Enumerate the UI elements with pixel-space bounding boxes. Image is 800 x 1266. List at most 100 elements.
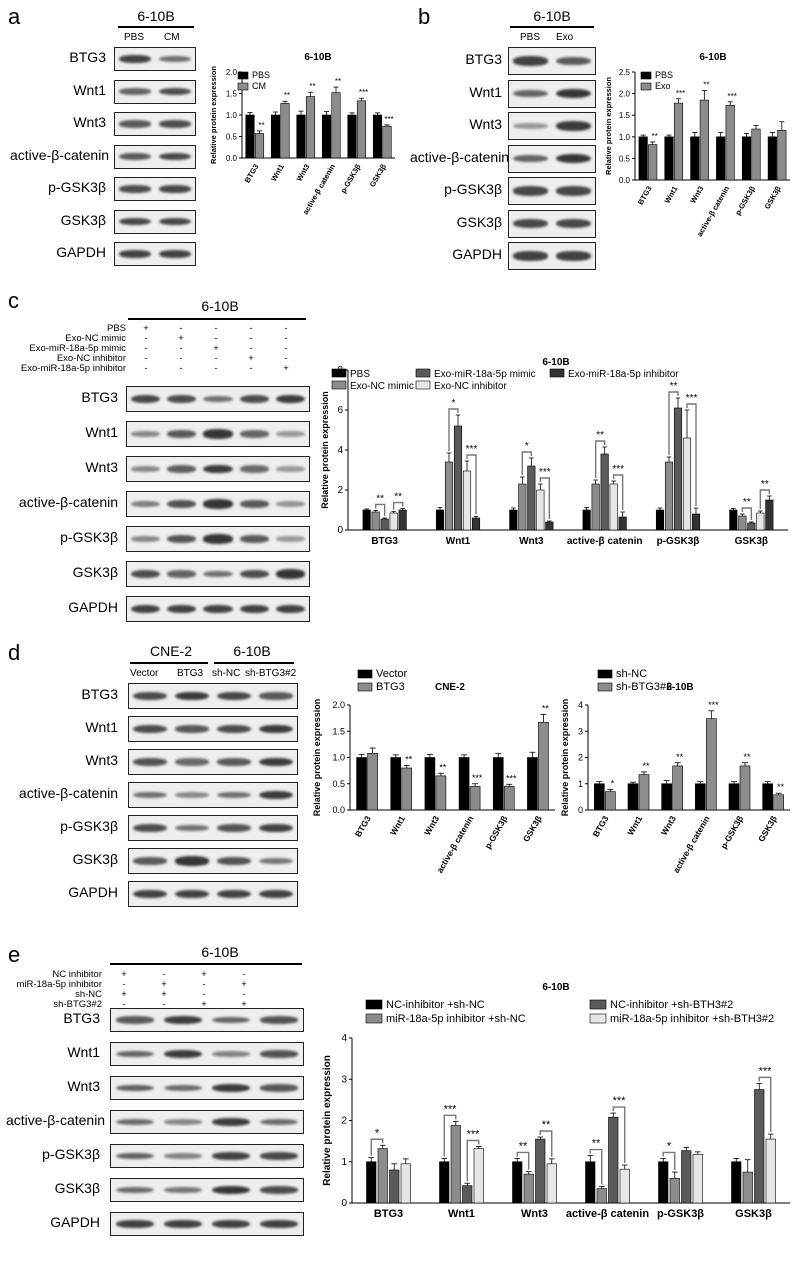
blot-a-lane-label-0: PBS	[124, 32, 145, 43]
condition-sign: -	[144, 363, 148, 374]
significance-bracket	[448, 408, 459, 451]
legend-swatch	[357, 682, 373, 692]
significance-bracket	[539, 477, 551, 519]
blot-band	[276, 501, 306, 507]
y-tick-label: 4	[341, 1033, 347, 1044]
condition-sign: -	[284, 353, 288, 364]
blot-row-label: Wnt3	[85, 459, 118, 475]
blot-strip	[126, 421, 310, 447]
blot-band	[556, 56, 591, 66]
blot-row-label: Wnt1	[67, 1044, 100, 1060]
condition-sign: -	[202, 979, 206, 990]
condition-sign: +	[201, 999, 207, 1010]
blot-band	[259, 1118, 299, 1126]
blot-strip	[114, 144, 196, 169]
x-tick-label: Wnt3	[688, 185, 705, 205]
significance-label: **	[676, 752, 684, 762]
bar	[305, 96, 316, 159]
y-tick-label: 6	[337, 405, 343, 416]
bar	[672, 765, 683, 811]
blot-band	[259, 724, 293, 734]
blot-band	[239, 604, 269, 614]
blot-row-label: BTG3	[63, 1010, 100, 1026]
condition-sign: +	[161, 989, 167, 1000]
blot-row-label: GSK3β	[72, 851, 118, 867]
significance-label: **	[309, 82, 315, 91]
y-axis-label: Relative protein expression	[312, 699, 322, 817]
condition-label: sh-NC	[75, 989, 102, 1000]
significance-label: ***	[472, 773, 483, 783]
significance-label: **	[777, 782, 785, 792]
significance-label: **	[542, 1119, 551, 1131]
significance-label: ***	[506, 773, 517, 783]
blot-row-label: Wnt3	[85, 752, 118, 768]
legend-swatch	[597, 669, 613, 679]
condition-sign: -	[284, 333, 288, 344]
blot-b-lane-label-0: PBS	[520, 32, 541, 43]
significance-bracket	[759, 489, 771, 509]
blot-band	[513, 123, 548, 129]
blot-band	[211, 1117, 251, 1127]
panel-letter-b: b	[418, 4, 431, 29]
blot-row-label: GAPDH	[452, 246, 502, 262]
blot-band	[163, 1186, 203, 1194]
blot-band	[175, 824, 209, 832]
blot-band	[556, 153, 591, 164]
blot-band	[115, 1152, 155, 1160]
blot-band	[259, 857, 293, 865]
blot-band	[203, 395, 233, 403]
blot-band	[159, 217, 191, 226]
blot-band	[159, 249, 191, 258]
legend-swatch	[415, 368, 431, 378]
bar	[347, 114, 357, 159]
bar	[527, 757, 538, 811]
blot-strip	[508, 177, 596, 205]
bar	[331, 92, 341, 159]
blot-strip	[128, 782, 298, 808]
significance-label: **	[542, 703, 550, 713]
condition-sign: +	[213, 343, 219, 354]
blot-band	[259, 889, 293, 899]
condition-sign: -	[214, 353, 218, 364]
x-tick-label: Wnt3	[521, 1208, 548, 1220]
blot-band	[133, 757, 167, 767]
x-tick-label: Wnt3	[295, 163, 312, 183]
bar	[538, 722, 549, 811]
condition-sign: -	[122, 999, 126, 1010]
significance-label: ***	[708, 700, 719, 710]
blot-c-group-header: 6-10B	[201, 298, 239, 314]
blot-d-group-header-1: 6-10B	[233, 643, 271, 659]
legend-swatch	[640, 71, 652, 80]
blot-band	[167, 430, 197, 438]
blot-band	[513, 154, 548, 163]
bar	[661, 783, 672, 811]
bar	[356, 100, 367, 159]
bar	[389, 1169, 400, 1204]
y-tick-label: 0	[341, 1198, 347, 1209]
y-tick-label: 2	[337, 485, 343, 496]
bar	[762, 783, 773, 811]
blot-strip	[128, 683, 298, 709]
blot-d-lane-label-1: BTG3	[177, 668, 204, 679]
significance-bracket	[539, 1130, 553, 1157]
x-tick-label: p-GSK3β	[657, 1208, 704, 1220]
significance-bracket	[668, 391, 679, 455]
x-tick-label: p-GSK3β	[339, 162, 363, 195]
blot-band	[259, 790, 293, 800]
blot-band	[119, 54, 151, 63]
significance-label: **	[703, 81, 709, 90]
condition-sign: -	[179, 363, 183, 374]
blot-band	[119, 185, 151, 193]
bar	[545, 521, 554, 531]
x-tick-label: BTG3	[636, 185, 654, 207]
x-tick-label: Wnt3	[659, 814, 678, 837]
significance-bracket	[662, 1151, 676, 1171]
condition-label: Exo-NC inhibitor	[56, 353, 126, 364]
blot-band	[239, 430, 269, 438]
condition-sign: -	[144, 343, 148, 354]
condition-sign: -	[249, 323, 253, 334]
blot-d-lane-label-2: sh-NC	[212, 668, 241, 679]
blot-row-label: GSK3β	[54, 1180, 100, 1196]
blot-a-group-header: 6-10B	[137, 8, 175, 24]
blot-strip	[114, 177, 196, 201]
